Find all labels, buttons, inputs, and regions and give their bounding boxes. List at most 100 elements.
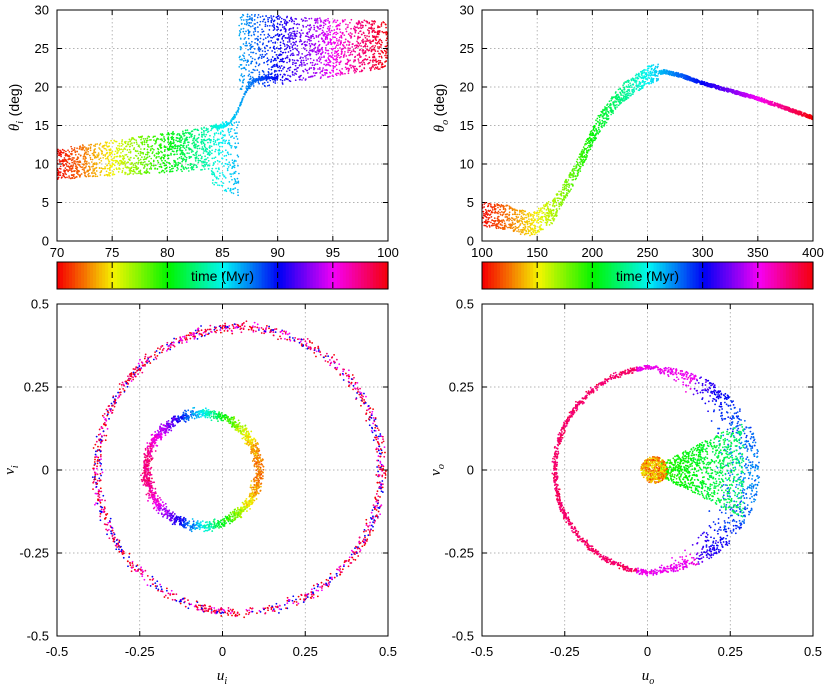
scatter-point <box>258 63 261 65</box>
scatter-point <box>120 159 122 162</box>
scatter-point <box>591 138 593 141</box>
scatter-point <box>281 75 284 78</box>
scatter-point <box>66 165 68 168</box>
scatter-point <box>339 43 342 46</box>
scatter-point <box>380 66 383 68</box>
scatter-point <box>235 182 238 184</box>
scatter-point <box>740 94 742 97</box>
x-tick-label: 80 <box>160 245 174 260</box>
scatter-point <box>214 160 217 163</box>
scatter-point <box>523 223 525 226</box>
scatter-point <box>354 26 357 29</box>
scatter-point <box>336 32 339 35</box>
scatter-point <box>159 138 162 141</box>
scatter-point <box>177 161 180 164</box>
colorbar-segment <box>237 262 242 289</box>
scatter-point <box>243 55 245 58</box>
scatter-point <box>137 161 140 164</box>
colorbar-segment <box>141 262 145 289</box>
colorbar-segment <box>309 262 314 289</box>
scatter-point <box>281 37 284 39</box>
scatter-point <box>543 215 546 218</box>
scatter-point <box>302 59 305 62</box>
colorbar-segment <box>201 262 206 289</box>
scatter-point <box>360 69 363 72</box>
scatter-point <box>278 47 280 50</box>
scatter-point <box>279 58 282 61</box>
scatter-point <box>284 20 286 23</box>
scatter-point <box>288 35 290 37</box>
scatter-point <box>367 49 370 52</box>
scatter-point <box>76 158 79 161</box>
scatter-point <box>359 42 362 45</box>
scatter-point <box>209 134 211 137</box>
scatter-point <box>200 138 203 141</box>
scatter-point <box>505 225 507 228</box>
scatter-point <box>324 47 327 49</box>
scatter-point <box>153 164 155 167</box>
scatter-point <box>326 76 329 78</box>
colorbar-segment <box>75 262 79 289</box>
scatter-point <box>236 177 239 180</box>
scatter-point <box>103 167 105 170</box>
scatter-point <box>332 32 335 35</box>
scatter-point <box>294 43 297 46</box>
scatter-point <box>110 155 113 158</box>
scatter-point <box>656 66 659 69</box>
scatter-point <box>385 33 388 36</box>
scatter-point <box>287 44 290 47</box>
scatter-point <box>601 119 604 122</box>
scatter-point <box>256 42 259 45</box>
scatter-point <box>499 208 501 211</box>
scatter-point <box>327 33 330 36</box>
scatter-point <box>310 39 312 42</box>
scatter-point <box>113 153 116 156</box>
scatter-point <box>205 133 208 136</box>
scatter-point <box>262 20 264 23</box>
scatter-point <box>185 146 188 149</box>
scatter-point <box>215 126 218 129</box>
scatter-point <box>143 143 146 146</box>
scatter-point <box>87 173 89 176</box>
scatter-point <box>545 208 548 211</box>
scatter-point <box>286 37 289 39</box>
scatter-point <box>517 216 520 218</box>
scatter-point <box>540 221 543 224</box>
scatter-point <box>248 54 250 56</box>
scatter-point <box>324 69 326 71</box>
colorbar-segment <box>315 262 320 289</box>
scatter-point <box>347 47 350 49</box>
scatter-point <box>203 158 206 161</box>
scatter-point <box>202 161 205 164</box>
colorbar-segment <box>249 262 254 289</box>
scatter-point <box>328 29 330 32</box>
scatter-point <box>581 149 584 151</box>
scatter-point <box>245 23 248 26</box>
scatter-point <box>121 161 124 163</box>
scatter-point <box>232 188 234 191</box>
scatter-point <box>213 132 216 135</box>
scatter-point <box>240 23 243 25</box>
scatter-point <box>286 55 289 57</box>
scatter-point <box>358 54 361 57</box>
scatter-point <box>344 66 347 69</box>
colorbar-segment <box>99 262 103 289</box>
scatter-point <box>350 18 353 21</box>
scatter-point <box>103 144 106 147</box>
scatter-point <box>628 90 631 92</box>
scatter-point <box>272 15 275 18</box>
scatter-point <box>529 222 531 225</box>
scatter-point <box>336 27 339 30</box>
scatter-point <box>70 145 72 148</box>
scatter-point <box>240 18 243 21</box>
scatter-point <box>356 23 359 26</box>
scatter-point <box>196 150 198 153</box>
scatter-point <box>334 73 337 75</box>
scatter-point <box>234 115 236 117</box>
scatter-point <box>337 54 340 57</box>
scatter-point <box>196 137 199 140</box>
scatter-point <box>186 129 189 131</box>
scatter-point <box>83 146 86 148</box>
scatter-point <box>122 155 125 158</box>
scatter-point <box>171 145 174 148</box>
